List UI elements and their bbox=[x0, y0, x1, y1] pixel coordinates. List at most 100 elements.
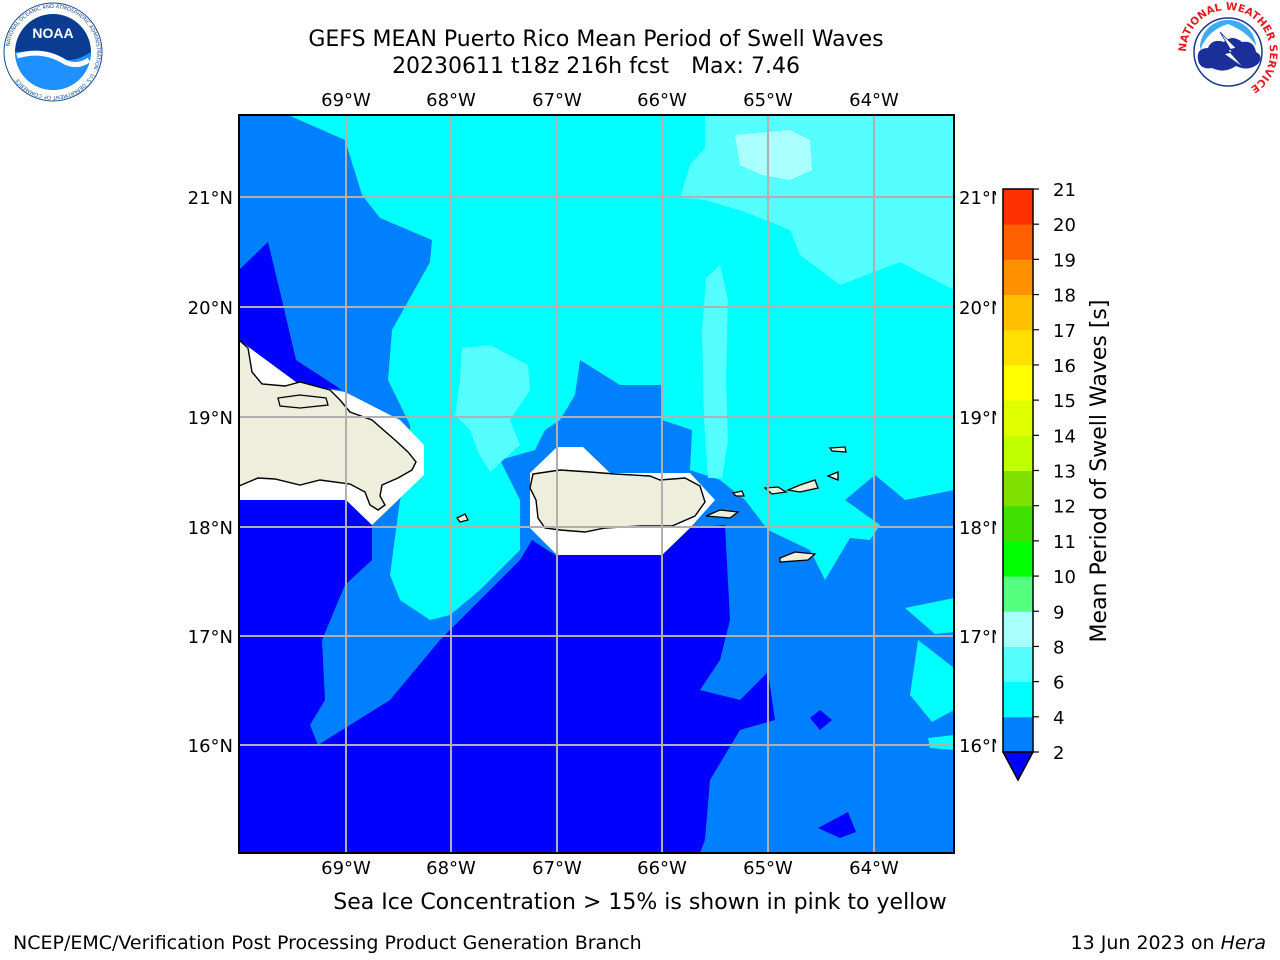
lon-label-top: 66°W bbox=[637, 90, 687, 111]
land-vieques bbox=[705, 509, 740, 519]
colorbar-segment bbox=[1003, 681, 1033, 718]
footer-date: 13 Jun 2023 on Hera bbox=[1071, 932, 1267, 954]
contour-below-2-patch-b bbox=[818, 812, 856, 838]
lat-label-left: 17°N bbox=[188, 627, 233, 648]
land-st-croix bbox=[779, 551, 817, 563]
lon-label-bottom: 67°W bbox=[532, 858, 582, 879]
lon-label-top: 68°W bbox=[426, 90, 476, 111]
colorbar-segment bbox=[1003, 646, 1033, 683]
land-tortola bbox=[785, 479, 819, 493]
gridlines bbox=[239, 115, 954, 853]
land-st-thomas bbox=[731, 490, 745, 497]
colorbar-segment bbox=[1003, 400, 1033, 436]
colorbar-segment bbox=[1003, 716, 1033, 753]
footer-organization: NCEP/EMC/Verification Post Processing Pr… bbox=[13, 932, 642, 954]
lon-labels-bottom: 69°W 68°W 67°W 66°W 65°W 64°W bbox=[321, 858, 899, 879]
contour-level-4-6-east-b bbox=[910, 640, 954, 722]
colorbar-tick-label: 17 bbox=[1053, 321, 1076, 342]
contour-below-2-south bbox=[239, 500, 775, 853]
lat-label-left: 16°N bbox=[188, 736, 233, 757]
lon-label-bottom: 65°W bbox=[743, 858, 793, 879]
contour-level-4-6 bbox=[288, 115, 954, 620]
lat-label-right: 18°N bbox=[959, 518, 1004, 539]
colorbar-segment bbox=[1003, 505, 1033, 542]
lon-label-top: 69°W bbox=[321, 90, 371, 111]
max-value: Max: 7.46 bbox=[691, 54, 800, 79]
land-hispaniola bbox=[239, 339, 417, 511]
colorbar-tick-label: 2 bbox=[1053, 743, 1064, 764]
lat-label-left: 20°N bbox=[188, 298, 233, 319]
map-frame bbox=[238, 114, 955, 854]
contour-below-2-northwest bbox=[239, 242, 342, 390]
colorbar-tick-label: 14 bbox=[1053, 426, 1076, 447]
contour-level-6-8-ridge bbox=[702, 265, 728, 478]
lon-label-bottom: 64°W bbox=[849, 858, 899, 879]
lat-label-right: 20°N bbox=[959, 298, 1004, 319]
colorbar-segment bbox=[1003, 189, 1033, 225]
contour-below-2-patch-a bbox=[810, 710, 832, 730]
contour-level-4-6-east-c bbox=[928, 735, 954, 750]
lon-label-top: 67°W bbox=[532, 90, 582, 111]
colorbar-tick-label: 13 bbox=[1053, 462, 1076, 483]
colorbar-tick-label: 11 bbox=[1053, 532, 1076, 553]
lon-label-bottom: 68°W bbox=[426, 858, 476, 879]
lat-label-right: 19°N bbox=[959, 408, 1004, 429]
lon-label-bottom: 69°W bbox=[321, 858, 371, 879]
lon-label-top: 65°W bbox=[743, 90, 793, 111]
lon-label-bottom: 66°W bbox=[637, 858, 687, 879]
lat-labels-left: 21°N 20°N 19°N 18°N 17°N 16°N bbox=[188, 188, 233, 757]
colorbar-tick-label: 6 bbox=[1053, 673, 1064, 694]
colorbar-segment bbox=[1003, 540, 1033, 577]
sea-ice-caption: Sea Ice Concentration > 15% is shown in … bbox=[333, 890, 947, 915]
colorbar-segment bbox=[1003, 294, 1033, 331]
colorbar-segment bbox=[1003, 329, 1033, 366]
colorbar-tick-label: 9 bbox=[1053, 602, 1064, 623]
chart-subtitle: 20230611 t18z 216h fcst Max: 7.46 bbox=[0, 54, 1192, 79]
forecast-time: 20230611 t18z 216h fcst bbox=[392, 54, 670, 79]
colorbar-label: Mean Period of Swell Waves [s] bbox=[1087, 300, 1112, 643]
colorbar-tick-label: 16 bbox=[1053, 356, 1076, 377]
land-anguilla bbox=[828, 446, 847, 453]
colorbar-tick-label: 10 bbox=[1053, 567, 1076, 588]
lat-labels-right: 21°N 20°N 19°N 18°N 17°N 16°N bbox=[959, 188, 1004, 757]
contour-level-8-9 bbox=[735, 130, 812, 180]
lat-label-left: 19°N bbox=[188, 408, 233, 429]
footer-date-text: 13 Jun 2023 on bbox=[1070, 932, 1215, 954]
lat-label-right: 21°N bbox=[959, 188, 1004, 209]
colorbar-tick-label: 8 bbox=[1053, 637, 1064, 658]
land-st-john bbox=[763, 486, 788, 495]
colorbar-tick-label: 21 bbox=[1053, 180, 1076, 201]
colorbar-segment bbox=[1003, 224, 1033, 260]
noaa-logo: NOAA NATIONAL OCEANIC AND ATMOSPHERIC AD… bbox=[3, 2, 103, 102]
colorbar: 2 4 6 8 9 10 11 12 13 14 15 16 17 18 19 20 21 bbox=[996, 180, 1076, 790]
contour-level-4-6-east-a bbox=[905, 598, 954, 634]
contour-level-6-8-west bbox=[455, 345, 530, 472]
colorbar-tick-label: 19 bbox=[1053, 250, 1076, 271]
land-st-martin bbox=[826, 471, 839, 481]
nws-logo: NATIONAL WEATHER SERVICE bbox=[1178, 2, 1278, 101]
land-hispaniola-north-coast bbox=[277, 394, 329, 409]
lon-label-top: 64°W bbox=[849, 90, 899, 111]
lon-labels-top: 69°W 68°W 67°W 66°W 65°W 64°W bbox=[321, 90, 899, 111]
colorbar-segment bbox=[1003, 576, 1033, 612]
colorbar-tick-label: 15 bbox=[1053, 391, 1076, 412]
colorbar-segment bbox=[1003, 364, 1033, 401]
noaa-logo-text: NOAA bbox=[32, 25, 73, 41]
colorbar-tick-label: 18 bbox=[1053, 286, 1076, 307]
colorbar-tick-label: 20 bbox=[1053, 215, 1076, 236]
lat-label-right: 16°N bbox=[959, 736, 1004, 757]
lat-label-left: 18°N bbox=[188, 518, 233, 539]
land-mona-island bbox=[456, 513, 469, 523]
swell-period-field bbox=[239, 115, 954, 853]
colorbar-tick-label: 12 bbox=[1053, 497, 1076, 518]
footer-machine: Hera bbox=[1220, 932, 1266, 954]
colorbar-tick-label: 4 bbox=[1053, 708, 1064, 729]
chart-title: GEFS MEAN Puerto Rico Mean Period of Swe… bbox=[308, 27, 884, 52]
colorbar-segment bbox=[1003, 611, 1033, 647]
colorbar-segment bbox=[1003, 470, 1033, 507]
lat-label-left: 21°N bbox=[188, 188, 233, 209]
colorbar-segment bbox=[1003, 435, 1033, 471]
colorbar-segment bbox=[1003, 259, 1033, 296]
lat-label-right: 17°N bbox=[959, 627, 1004, 648]
